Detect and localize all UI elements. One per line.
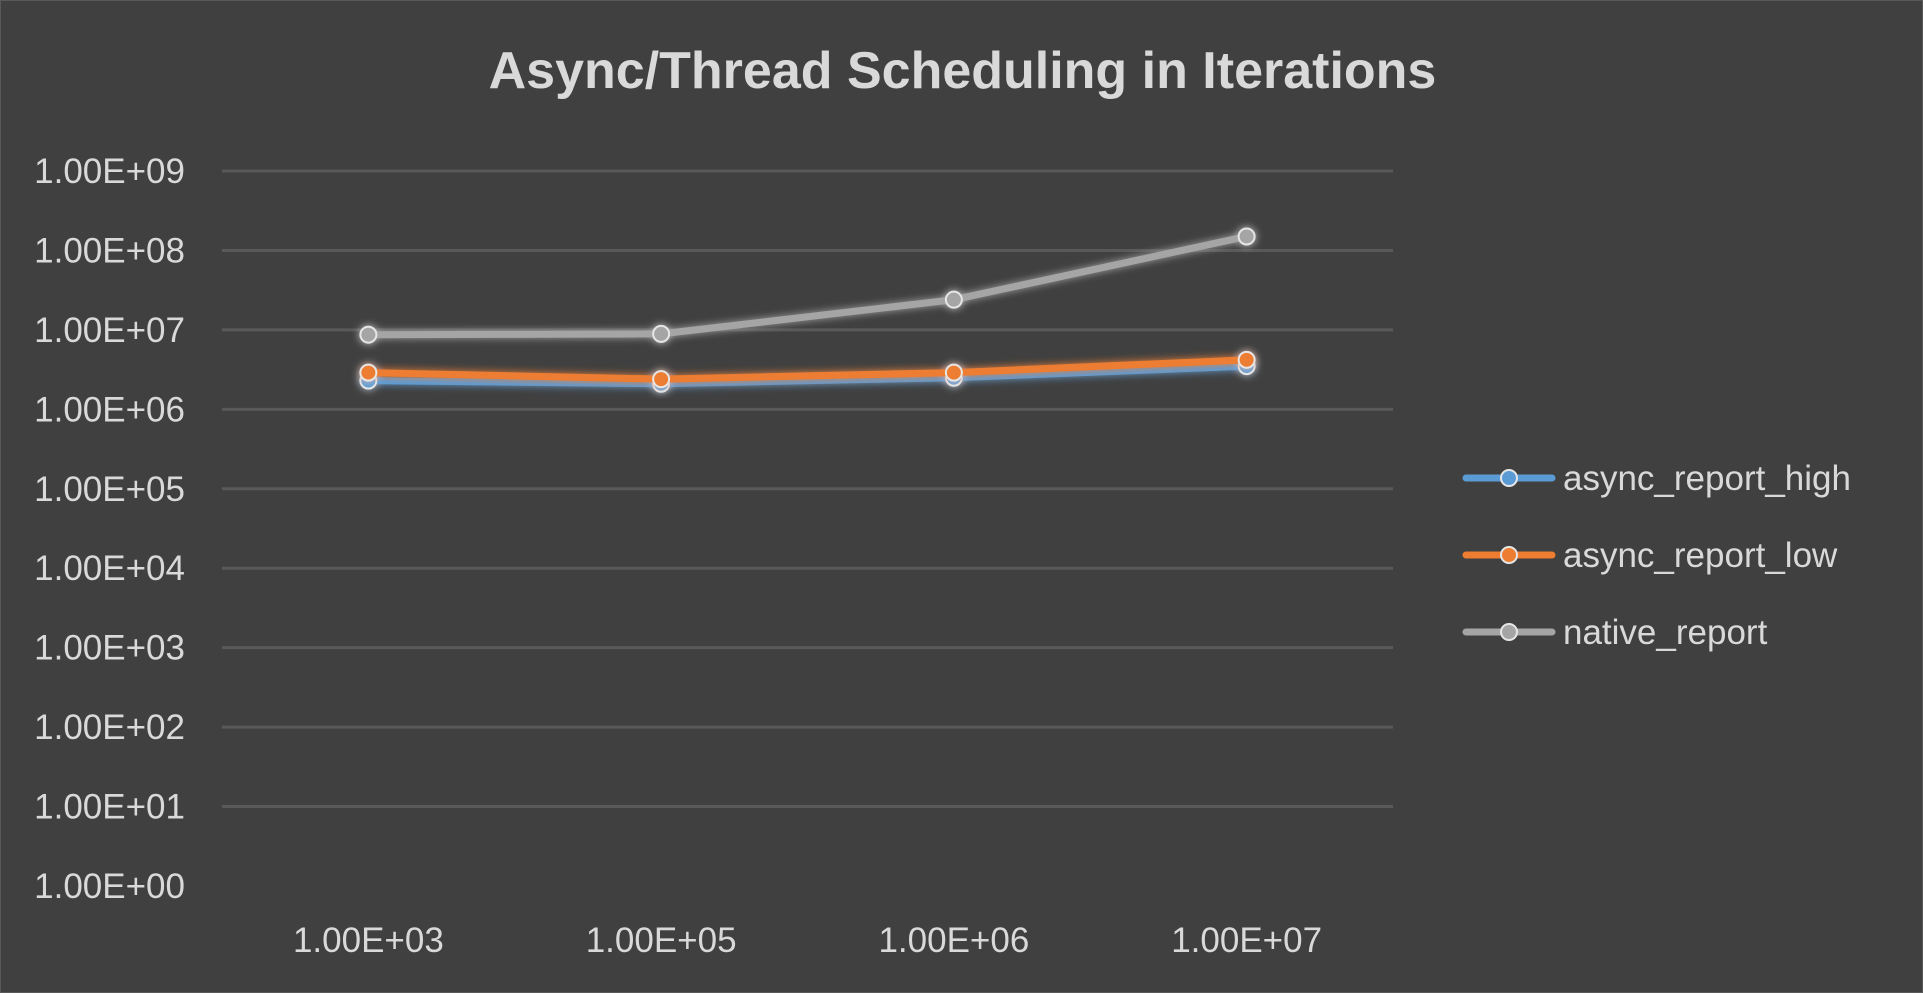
legend-marker — [1500, 623, 1518, 641]
legend-label: async_report_low — [1563, 536, 1838, 575]
x-tick-label: 1.00E+03 — [293, 921, 444, 960]
legend-label: native_report — [1563, 613, 1768, 652]
series-native_report — [359, 227, 1256, 344]
y-tick-label: 1.00E+01 — [34, 788, 185, 827]
data-point — [652, 370, 671, 389]
x-tick-label: 1.00E+07 — [1171, 921, 1322, 960]
legend-item: async_report_high — [1462, 459, 1851, 498]
legend-item: native_report — [1462, 613, 1768, 652]
y-tick-label: 1.00E+02 — [34, 708, 185, 747]
series-line — [364, 232, 1251, 339]
y-axis-ticks: 1.00E+00 1.00E+01 1.00E+02 1.00E+03 1.00E+04… — [34, 152, 185, 906]
legend-label: async_report_high — [1563, 459, 1851, 498]
x-tick-label: 1.00E+05 — [586, 921, 737, 960]
chart-title: Async/Thread Scheduling in Iterations — [488, 42, 1437, 100]
y-tick-label: 1.00E+09 — [34, 152, 185, 191]
data-point — [652, 324, 671, 343]
series-line — [364, 356, 1251, 383]
gridlines — [222, 169, 1393, 809]
data-point — [944, 290, 963, 309]
series-lines — [359, 227, 1256, 393]
y-tick-label: 1.00E+00 — [34, 867, 185, 906]
series-async_report_low — [359, 350, 1256, 389]
y-tick-label: 1.00E+03 — [34, 629, 185, 668]
data-point — [944, 363, 963, 382]
data-point — [1237, 227, 1256, 246]
y-tick-label: 1.00E+08 — [34, 231, 185, 270]
series-line — [364, 362, 1251, 388]
data-point — [1237, 350, 1256, 369]
x-tick-label: 1.00E+06 — [878, 921, 1029, 960]
legend-item: async_report_low — [1462, 536, 1838, 575]
data-point — [359, 325, 378, 344]
data-point — [359, 363, 378, 382]
legend: async_report_high async_report_low native_… — [1462, 459, 1851, 652]
legend-marker — [1500, 546, 1518, 564]
y-tick-label: 1.00E+04 — [34, 549, 185, 588]
y-tick-label: 1.00E+06 — [34, 390, 185, 429]
x-axis-ticks: 1.00E+03 1.00E+05 1.00E+06 1.00E+07 — [293, 921, 1322, 960]
legend-marker — [1500, 469, 1518, 487]
y-tick-label: 1.00E+07 — [34, 311, 185, 350]
y-tick-label: 1.00E+05 — [34, 470, 185, 509]
